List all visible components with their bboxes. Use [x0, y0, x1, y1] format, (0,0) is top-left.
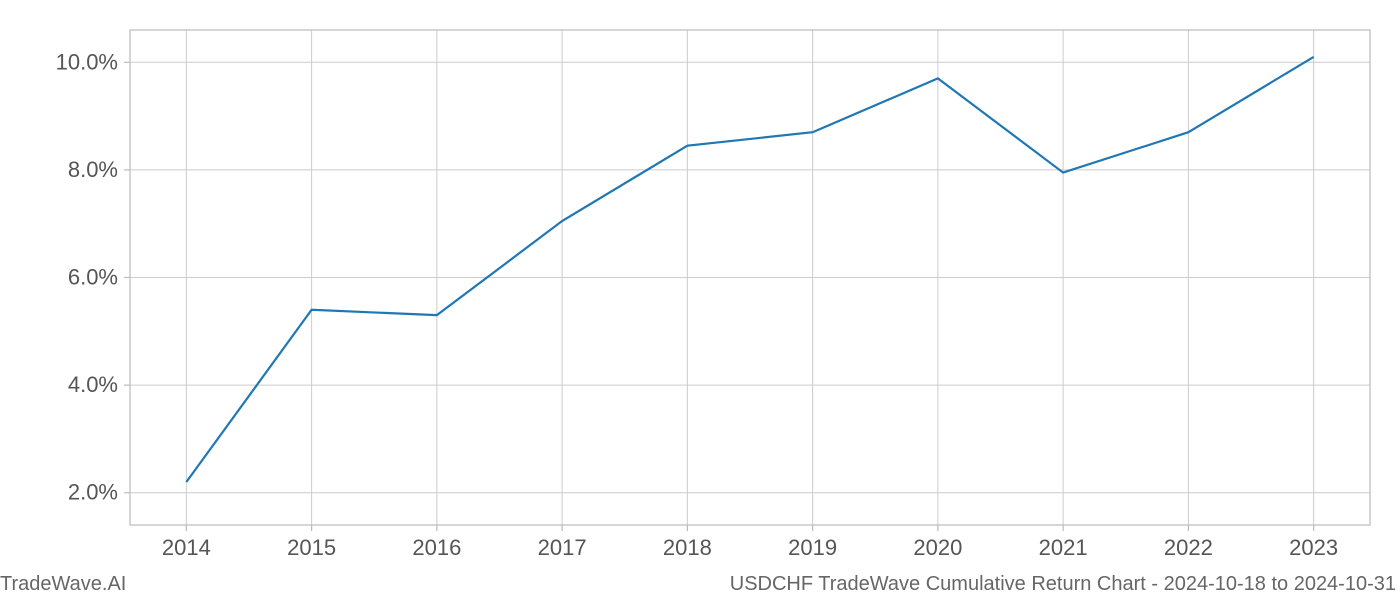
y-tick-label: 4.0%	[68, 372, 118, 397]
x-tick-label: 2020	[913, 535, 962, 560]
chart-canvas: 2014 2015 2016 2017 2018 2019 2020 2021 2022 2023…	[0, 0, 1400, 600]
x-tick-label: 2016	[412, 535, 461, 560]
footer-caption: USDCHF TradeWave Cumulative Return Chart…	[730, 573, 1396, 596]
y-tick-label: 10.0%	[56, 49, 118, 74]
chart-container: 2014 2015 2016 2017 2018 2019 2020 2021 2022 2023…	[0, 0, 1400, 600]
x-tick-label: 2023	[1289, 535, 1338, 560]
line-chart-svg: 2014 2015 2016 2017 2018 2019 2020 2021 2022 2023…	[0, 0, 1400, 600]
x-tick-label: 2019	[788, 535, 837, 560]
x-tick-label: 2021	[1039, 535, 1088, 560]
y-tick-label: 8.0%	[68, 157, 118, 182]
x-tick-label: 2018	[663, 535, 712, 560]
x-tick-label: 2014	[162, 535, 211, 560]
y-tick-label: 6.0%	[68, 265, 118, 290]
x-tick-label: 2022	[1164, 535, 1213, 560]
footer-brand: TradeWave.AI	[0, 573, 126, 596]
x-tick-label: 2015	[287, 535, 336, 560]
y-tick-label: 2.0%	[68, 480, 118, 505]
x-tick-label: 2017	[538, 535, 587, 560]
